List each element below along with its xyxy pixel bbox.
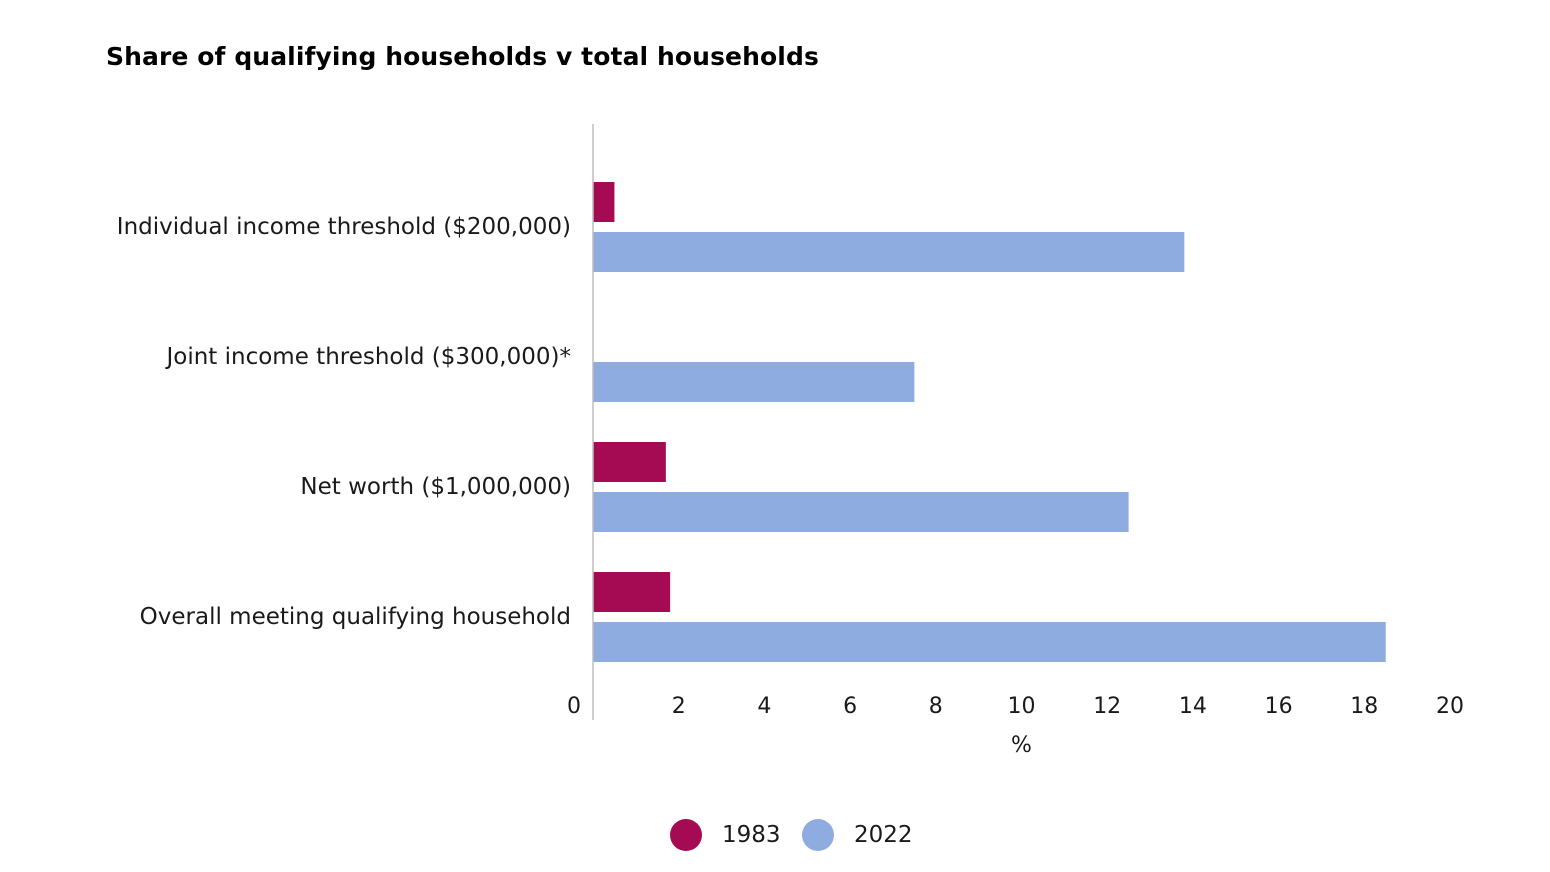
x-tick-label: 4 [757,694,771,719]
bars-group [593,182,1386,662]
x-tick-label: 20 [1436,694,1464,719]
category-label: Joint income threshold ($300,000)* [164,344,571,370]
legend-label-2022: 2022 [854,822,913,848]
x-tick-label: 0 [567,694,581,719]
x-tick-label: 8 [929,694,943,719]
bar-2022-3 [593,622,1386,662]
category-label: Net worth ($1,000,000) [300,474,571,500]
x-tick-label: 10 [1008,694,1036,719]
bar-1983-0 [593,182,615,222]
x-axis-title: % [1011,733,1032,758]
legend-swatch-1983 [670,819,702,851]
x-tick-label: 6 [843,694,857,719]
category-label: Individual income threshold ($200,000) [117,214,571,240]
bar-2022-2 [593,492,1129,532]
x-tick-label: 12 [1093,694,1121,719]
x-tick-label: 16 [1265,694,1293,719]
bar-1983-2 [593,442,666,482]
bar-2022-0 [593,232,1185,272]
legend-swatch-2022 [802,819,834,851]
x-tick-labels: 0 2 4 6 8 10 12 14 16 18 20 [567,694,1464,719]
chart-title: Share of qualifying households v total h… [106,42,819,71]
x-tick-label: 18 [1350,694,1378,719]
bar-1983-3 [593,572,671,612]
x-tick-label: 2 [672,694,686,719]
legend-label-1983: 1983 [722,822,781,848]
legend: 1983 2022 [670,819,913,851]
category-label: Overall meeting qualifying household [140,604,571,630]
bar-2022-1 [593,362,915,402]
x-tick-label: 14 [1179,694,1207,719]
category-labels: Individual income threshold ($200,000) Jo… [117,214,571,630]
